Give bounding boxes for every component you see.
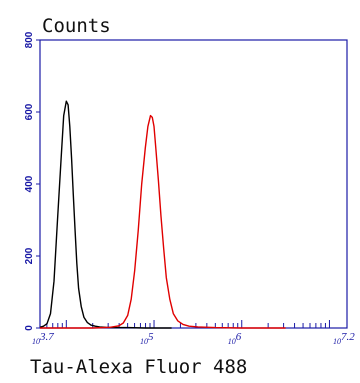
x-tick-base: 10 — [228, 337, 236, 346]
x-tick-exponent: 5 — [148, 331, 154, 343]
y-tick-label: 200 — [24, 247, 35, 264]
x-tick-base: 10 — [32, 337, 40, 346]
x-axis-label: Tau-Alexa Fluor 488 — [30, 356, 247, 378]
x-tick-exponent: 7.2 — [341, 331, 355, 343]
x-tick-base: 10 — [140, 337, 148, 346]
series-layer — [39, 100, 286, 329]
x-axis: 10 3.7 10 5 10 6 10 7.2 — [32, 320, 355, 346]
plot-frame — [39, 39, 348, 329]
y-tick-label: 0 — [24, 325, 35, 331]
y-tick-label: 400 — [24, 175, 35, 192]
histogram-series-1 — [39, 100, 172, 329]
histogram-series-2 — [40, 114, 286, 329]
x-tick-exponent: 3.7 — [39, 331, 54, 343]
x-tick-label: 10 7.2 — [333, 331, 355, 346]
y-axis-label: Counts — [42, 15, 111, 37]
x-tick-base: 10 — [333, 337, 341, 346]
x-tick-label: 10 6 — [228, 331, 242, 346]
y-axis: 0 200 400 600 800 — [24, 31, 40, 331]
x-tick-exponent: 6 — [236, 331, 242, 343]
y-tick-label: 800 — [24, 31, 35, 48]
y-tick-label: 600 — [24, 103, 35, 120]
x-tick-label: 10 3.7 — [32, 331, 54, 346]
x-tick-label: 10 5 — [140, 331, 154, 346]
